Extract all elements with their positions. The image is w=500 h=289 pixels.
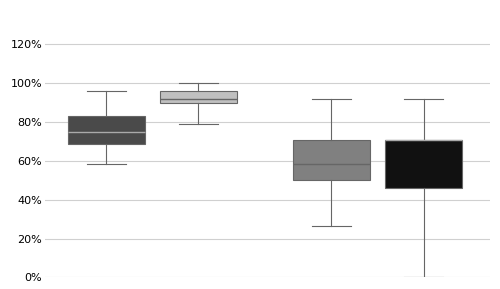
- PathPatch shape: [385, 140, 462, 188]
- PathPatch shape: [68, 116, 144, 144]
- PathPatch shape: [160, 91, 237, 103]
- PathPatch shape: [293, 140, 370, 180]
